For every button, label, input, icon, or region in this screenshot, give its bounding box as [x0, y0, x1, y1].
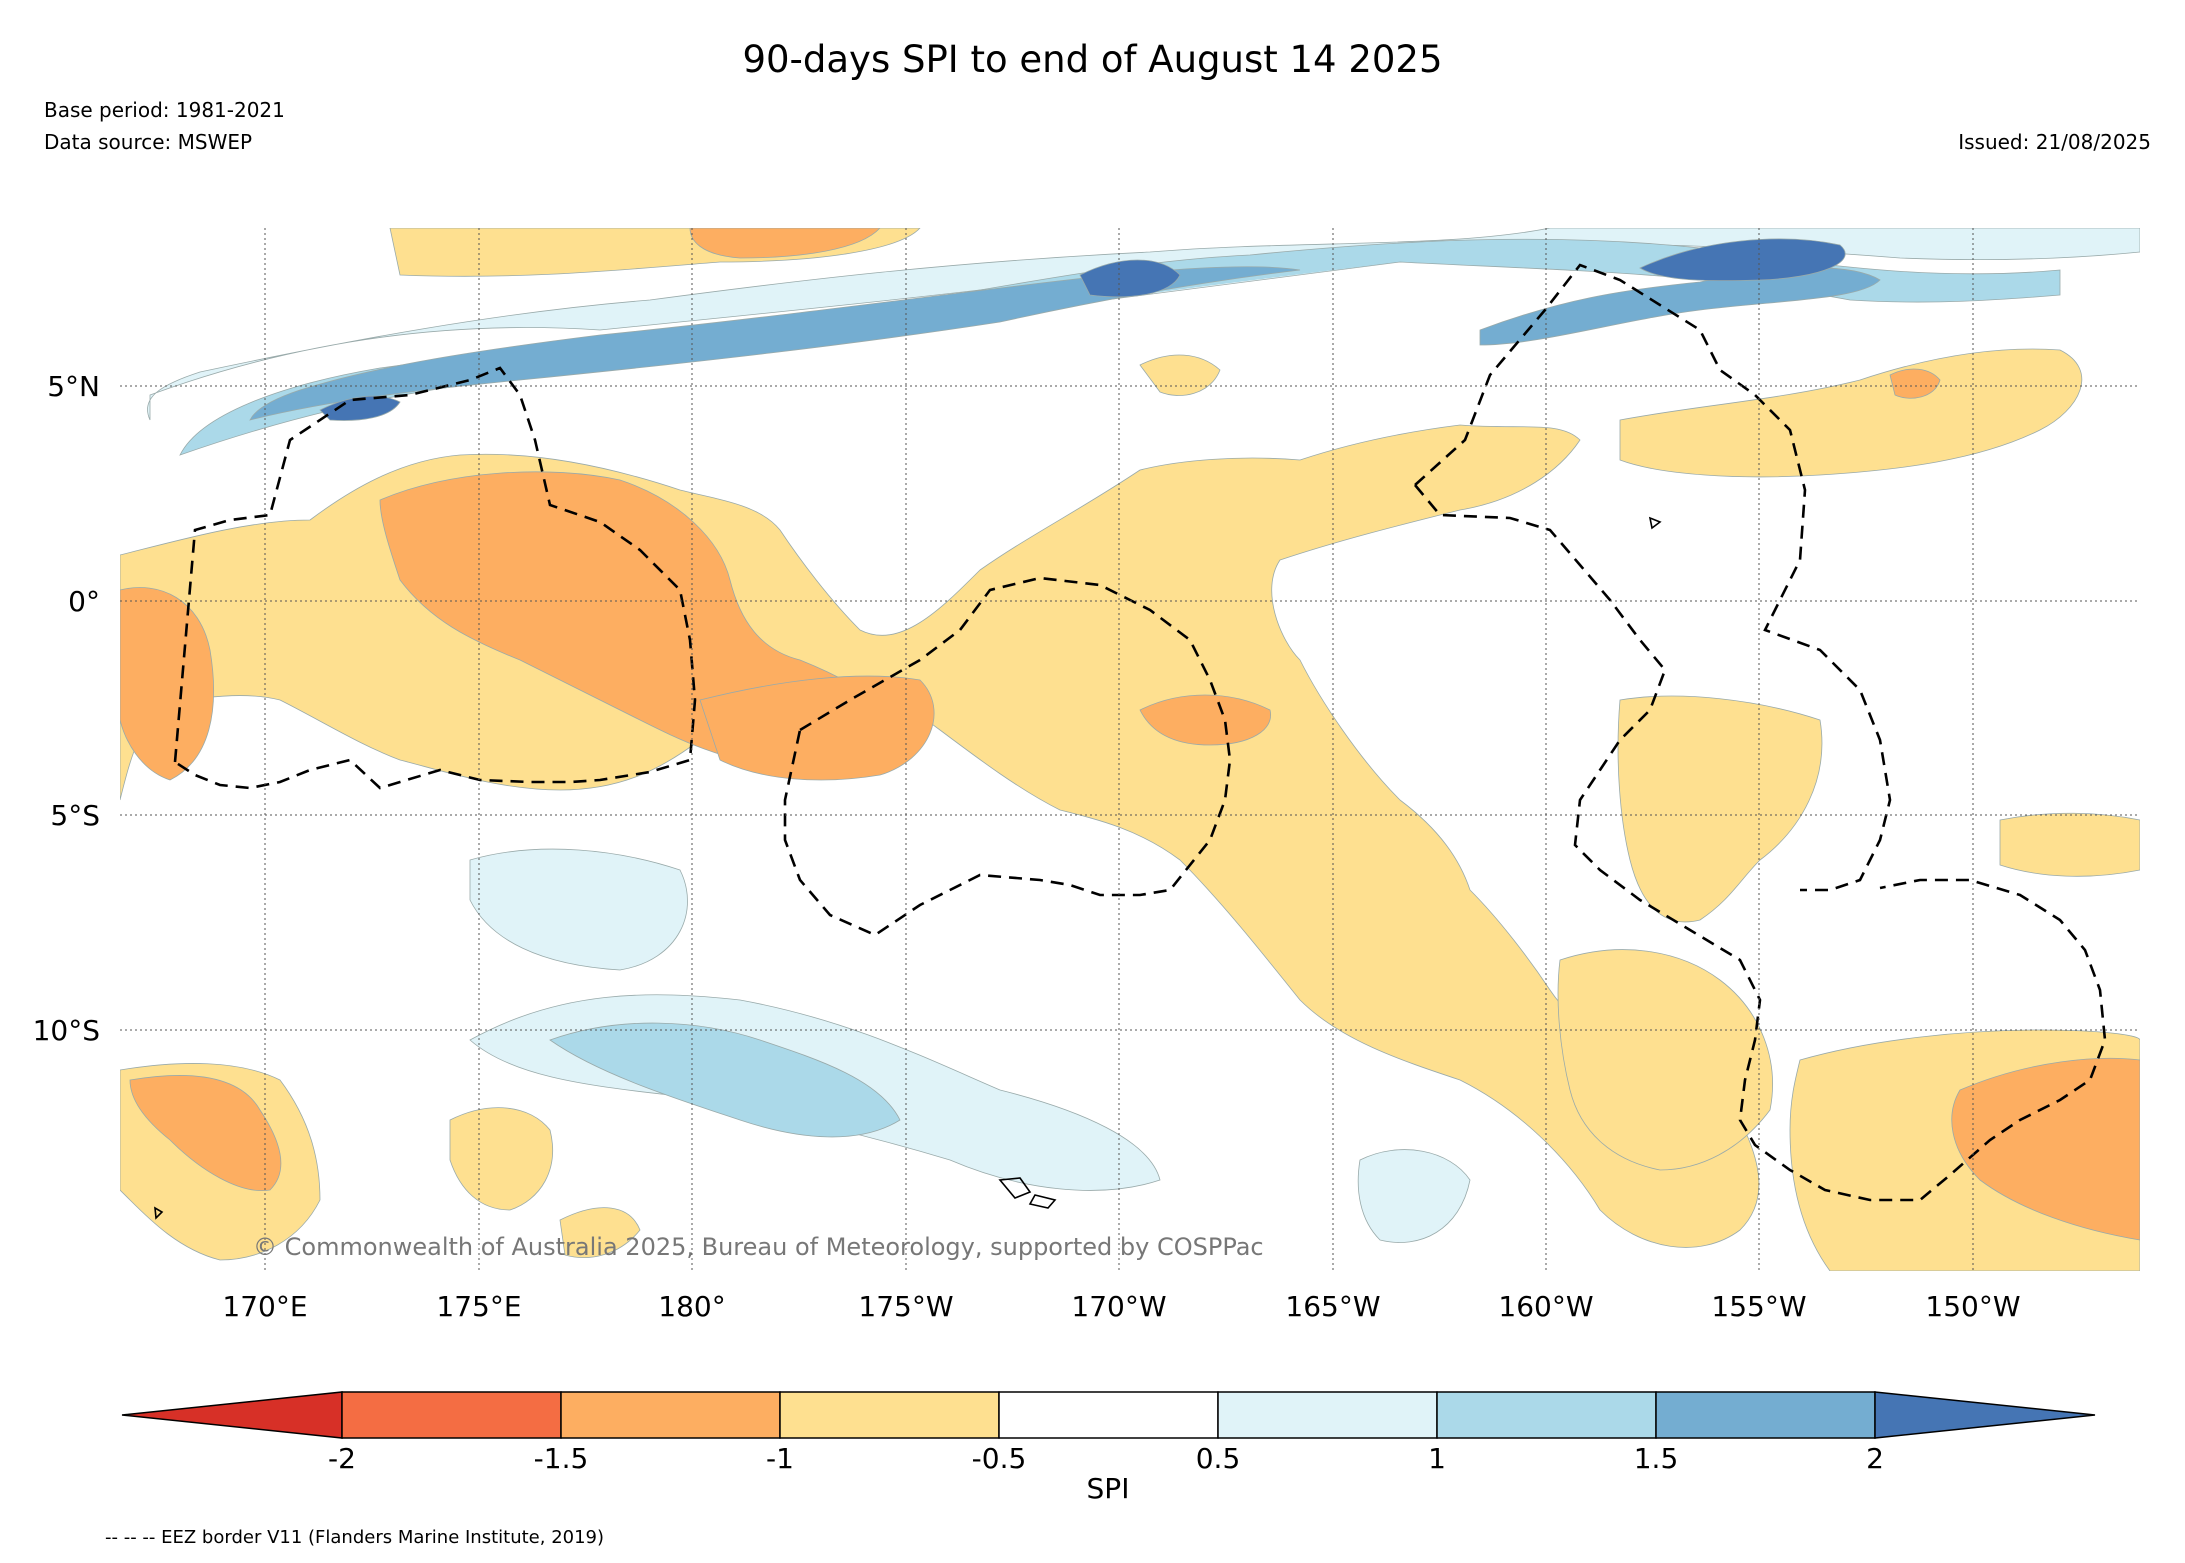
colorbar-tick: -1: [766, 1442, 794, 1475]
lon-label: 180°: [658, 1290, 725, 1323]
colorbar-segment: [1436, 1391, 1657, 1439]
colorbar-tick: -1.5: [534, 1442, 589, 1475]
lat-label: 5°S: [50, 799, 100, 832]
copyright-text: © Commonwealth of Australia 2025, Bureau…: [253, 1233, 1264, 1261]
eez-borders: [173, 263, 2107, 1202]
lat-label: 5°N: [47, 370, 100, 403]
spi-field: [120, 228, 2140, 1271]
lon-label: 160°W: [1498, 1290, 1593, 1323]
dry-anomalies: [120, 228, 2140, 1271]
colorbar-tick: -0.5: [972, 1442, 1027, 1475]
colorbar-segment: [560, 1391, 781, 1439]
colorbar-tick: 2: [1866, 1442, 1884, 1475]
colorbar-tick: -2: [328, 1442, 356, 1475]
colorbar-segment: [341, 1391, 562, 1439]
lat-label: 10°S: [33, 1014, 100, 1047]
lat-label: 0°: [68, 585, 100, 618]
base-period: Base period: 1981-2021: [44, 98, 285, 122]
issued-date: Issued: 21/08/2025: [1958, 130, 2151, 154]
lat-labels: 5°N 0° 5°S 10°S: [33, 370, 100, 1047]
eez-legend-note: -- -- -- EEZ border V11 (Flanders Marine…: [105, 1527, 605, 1548]
colorbar-tick: 0.5: [1196, 1442, 1241, 1475]
colorbar: [121, 1391, 2096, 1439]
colorbar-label: SPI: [1087, 1472, 1130, 1505]
colorbar-ticks: -2 -1.5 -1 -0.5 0.5 1 1.5 2: [328, 1442, 1884, 1475]
colorbar-segment: [779, 1391, 1000, 1439]
colorbar-segment: [1217, 1391, 1438, 1439]
island-outlines: [154, 516, 1662, 1220]
lon-label: 155°W: [1711, 1290, 1806, 1323]
graticule: [120, 228, 2140, 1271]
colorbar-segment: [998, 1391, 1219, 1439]
lon-label: 170°W: [1071, 1290, 1166, 1323]
wet-anomalies: [147, 228, 2140, 1243]
colorbar-tick: 1.5: [1634, 1442, 1679, 1475]
colorbar-segment: [1874, 1391, 2096, 1439]
colorbar-segment: [1655, 1391, 1876, 1439]
lon-label: 175°E: [436, 1290, 521, 1323]
lon-label: 175°W: [858, 1290, 953, 1323]
colorbar-segment: [121, 1391, 343, 1439]
lon-label: 170°E: [222, 1290, 307, 1323]
data-source: Data source: MSWEP: [44, 130, 253, 154]
lon-label: 165°W: [1285, 1290, 1380, 1323]
lon-labels: 170°E 175°E 180° 175°W 170°W 165°W 160°W…: [222, 1290, 2020, 1323]
colorbar-tick: 1: [1428, 1442, 1446, 1475]
lon-label: 150°W: [1925, 1290, 2020, 1323]
page-title: 90-days SPI to end of August 14 2025: [742, 38, 1443, 81]
